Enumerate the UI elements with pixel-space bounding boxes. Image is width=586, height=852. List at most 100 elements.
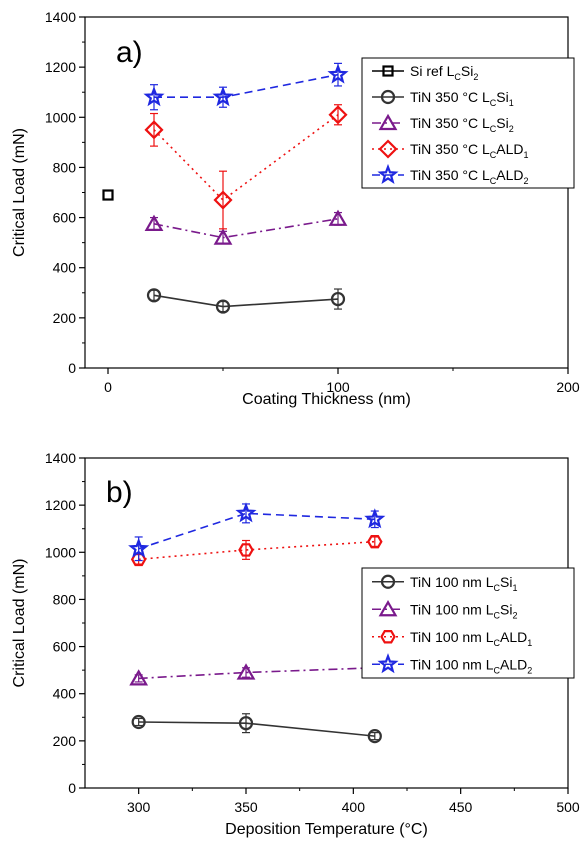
legend-item: TiN 100 nm LCALD1 xyxy=(372,629,532,648)
data-point xyxy=(238,543,254,557)
legend-label: TiN 350 °C LCSi2 xyxy=(410,115,514,134)
data-point xyxy=(102,189,114,201)
y-tick-label: 1400 xyxy=(45,450,76,466)
y-tick-label: 600 xyxy=(53,639,77,655)
legend-label: TiN 100 nm LCALD1 xyxy=(410,629,532,648)
x-tick-label: 300 xyxy=(127,799,151,815)
chart-panel-a: 0 200 400 600 800 1000 1200 1400 0 100 200 Coating … xyxy=(11,9,580,408)
series-4 xyxy=(144,104,348,230)
data-point xyxy=(213,190,233,210)
legend: Si ref LCSi2 TiN 350 °C LCSi1 TiN 350 °C L… xyxy=(361,57,575,189)
series-1 xyxy=(131,713,382,744)
legend-label: TiN 350 °C LCALD1 xyxy=(410,141,529,160)
series-line xyxy=(153,294,339,308)
y-tick-label: 800 xyxy=(53,591,77,607)
series-line xyxy=(138,666,375,680)
legend-marker xyxy=(378,139,398,159)
data-point xyxy=(364,508,386,529)
data-point xyxy=(236,663,256,680)
series-2 xyxy=(146,288,346,314)
data-point xyxy=(328,209,348,226)
data-point xyxy=(212,86,234,107)
x-axis: 300 350 400 450 500 xyxy=(127,788,580,815)
y-tick-label: 600 xyxy=(53,210,77,226)
y-tick-label: 1400 xyxy=(45,9,76,25)
x-tick-label: 350 xyxy=(234,799,258,815)
y-tick-label: 1200 xyxy=(45,497,76,513)
data-point xyxy=(235,502,257,523)
data-point xyxy=(367,534,383,549)
series-line xyxy=(138,512,375,550)
legend-item: TiN 350 °C LCALD2 xyxy=(372,163,529,186)
legend-item: TiN 100 nm LCALD2 xyxy=(372,653,532,675)
y-axis: 0 200 400 600 800 1000 1200 1400 xyxy=(45,9,85,376)
y-axis: 0 200 400 600 800 1000 1200 1400 xyxy=(45,450,85,796)
y-tick-label: 1000 xyxy=(45,109,76,125)
y-tick-label: 200 xyxy=(53,310,77,326)
x-axis: 0 100 200 xyxy=(104,368,580,395)
y-tick-label: 400 xyxy=(53,686,77,702)
panel-label: b) xyxy=(106,476,133,509)
legend-label: TiN 100 nm LCSi1 xyxy=(410,574,517,593)
legend-marker xyxy=(378,113,398,131)
y-tick-label: 1200 xyxy=(45,59,76,75)
legend-marker xyxy=(382,65,394,77)
y-tick-label: 400 xyxy=(53,260,77,276)
data-point xyxy=(215,299,231,314)
legend-item: TiN 350 °C LCSi1 xyxy=(372,89,514,108)
data-point xyxy=(146,288,162,303)
data-point xyxy=(129,669,149,686)
legend-item: TiN 350 °C LCALD1 xyxy=(372,139,529,160)
legend-marker xyxy=(378,600,398,617)
data-point xyxy=(143,86,165,107)
legend-marker xyxy=(380,574,396,589)
x-tick-label: 400 xyxy=(342,799,366,815)
x-tick-label: 500 xyxy=(556,799,580,815)
data-point xyxy=(330,291,346,307)
legend-label: TiN 350 °C LCALD2 xyxy=(410,167,529,186)
x-tick-label: 450 xyxy=(449,799,473,815)
y-axis-label: Critical Load (mN) xyxy=(11,559,28,688)
legend-item: TiN 350 °C LCSi2 xyxy=(372,113,514,134)
y-tick-label: 0 xyxy=(68,780,76,796)
x-tick-label: 0 xyxy=(104,379,112,395)
x-tick-label: 100 xyxy=(326,379,350,395)
data-point xyxy=(238,716,254,731)
chart-panel-b: 0 200 400 600 800 1000 1200 1400 300 350 400 450 500… xyxy=(11,450,580,838)
legend-marker xyxy=(377,163,399,184)
data-point xyxy=(131,714,146,730)
data-point xyxy=(367,729,382,744)
legend-label: Si ref LCSi2 xyxy=(410,63,478,82)
data-point xyxy=(144,120,164,140)
legend-marker xyxy=(380,630,396,644)
legend-item: Si ref LCSi2 xyxy=(372,63,478,82)
series-5 xyxy=(143,62,349,111)
x-axis-label: Coating Thickness (nm) xyxy=(242,391,411,408)
legend: TiN 100 nm LCSi1 TiN 100 nm LCSi2 TiN 100 … xyxy=(361,567,575,679)
series-line xyxy=(153,114,339,202)
legend-marker xyxy=(380,89,396,105)
y-tick-label: 800 xyxy=(53,159,77,175)
series-3 xyxy=(130,534,383,567)
data-point xyxy=(144,214,164,231)
y-tick-label: 200 xyxy=(53,733,77,749)
legend-marker xyxy=(377,653,399,674)
legend-box xyxy=(361,567,575,679)
series-line xyxy=(138,540,375,561)
legend-label: TiN 100 nm LCSi2 xyxy=(410,601,517,620)
legend-label: TiN 100 nm LCALD2 xyxy=(410,656,532,675)
series-3 xyxy=(144,209,348,245)
series-2 xyxy=(129,658,385,686)
legend-item: TiN 100 nm LCSi1 xyxy=(372,574,517,593)
data-point xyxy=(328,105,348,125)
y-axis-label: Critical Load (mN) xyxy=(11,128,28,257)
series-line xyxy=(153,218,339,239)
series-line xyxy=(138,721,375,737)
x-axis-label: Deposition Temperature (°C) xyxy=(225,821,428,838)
data-point xyxy=(128,537,150,558)
data-point xyxy=(327,63,349,84)
legend-item: TiN 100 nm LCSi2 xyxy=(372,600,517,620)
data-point xyxy=(213,228,233,245)
x-tick-label: 200 xyxy=(556,379,580,395)
